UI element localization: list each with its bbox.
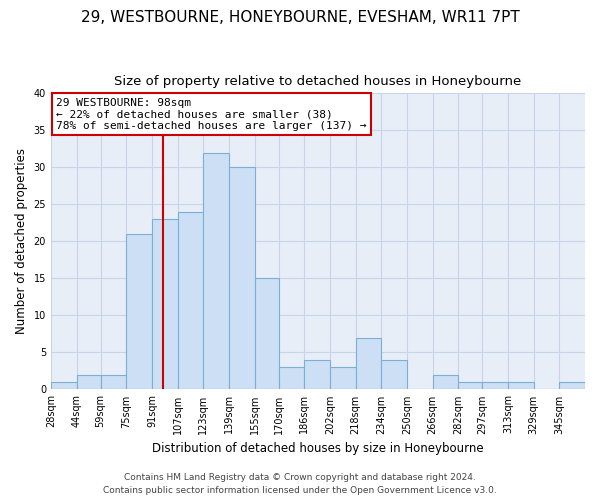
Bar	[126, 234, 152, 390]
Bar	[304, 360, 330, 390]
Y-axis label: Number of detached properties: Number of detached properties	[15, 148, 28, 334]
Bar	[482, 382, 508, 390]
Bar	[356, 338, 382, 390]
Text: 29, WESTBOURNE, HONEYBOURNE, EVESHAM, WR11 7PT: 29, WESTBOURNE, HONEYBOURNE, EVESHAM, WR…	[80, 10, 520, 25]
Bar	[178, 212, 203, 390]
X-axis label: Distribution of detached houses by size in Honeybourne: Distribution of detached houses by size …	[152, 442, 484, 455]
Bar	[101, 374, 126, 390]
Bar	[559, 382, 585, 390]
Bar	[433, 374, 458, 390]
Text: 29 WESTBOURNE: 98sqm
← 22% of detached houses are smaller (38)
78% of semi-detac: 29 WESTBOURNE: 98sqm ← 22% of detached h…	[56, 98, 367, 131]
Bar	[229, 168, 254, 390]
Bar	[508, 382, 533, 390]
Bar	[330, 367, 356, 390]
Bar	[382, 360, 407, 390]
Bar	[278, 367, 304, 390]
Bar	[254, 278, 278, 390]
Bar	[458, 382, 482, 390]
Title: Size of property relative to detached houses in Honeybourne: Size of property relative to detached ho…	[115, 75, 521, 88]
Bar	[203, 152, 229, 390]
Bar	[152, 219, 178, 390]
Bar	[51, 382, 77, 390]
Text: Contains HM Land Registry data © Crown copyright and database right 2024.
Contai: Contains HM Land Registry data © Crown c…	[103, 474, 497, 495]
Bar	[77, 374, 101, 390]
